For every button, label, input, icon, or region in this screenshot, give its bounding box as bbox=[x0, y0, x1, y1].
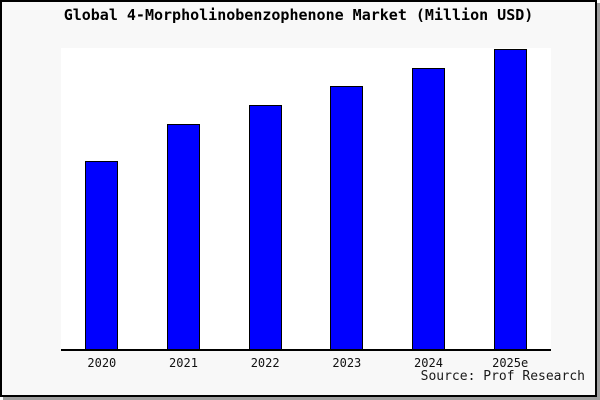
x-tick-2022: 2022 bbox=[250, 356, 280, 370]
x-tick-2024: 2024 bbox=[414, 356, 443, 370]
bar-2023 bbox=[330, 86, 364, 349]
bar-2021 bbox=[167, 124, 200, 349]
bar-2025e bbox=[493, 49, 527, 349]
plot-area bbox=[61, 48, 551, 351]
chart-title: Global 4-Morpholinobenzophenone Market (… bbox=[63, 6, 534, 24]
x-tick-2025e: 2025e bbox=[492, 356, 529, 370]
bar-2020 bbox=[85, 161, 119, 349]
x-tick-2021: 2021 bbox=[169, 356, 198, 370]
source-credit: Source: Prof Research bbox=[420, 369, 585, 384]
x-tick-2023: 2023 bbox=[332, 356, 362, 370]
x-tick-2020: 2020 bbox=[87, 356, 117, 370]
bar-2022 bbox=[248, 105, 282, 349]
bar-2024 bbox=[412, 68, 445, 349]
